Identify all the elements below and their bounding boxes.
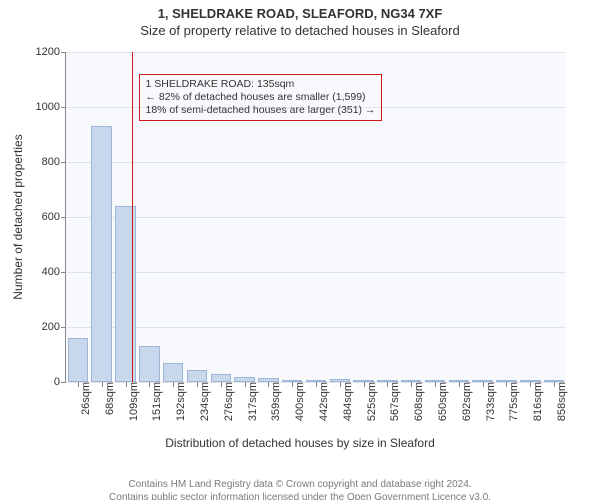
gridline — [66, 162, 566, 163]
x-tick-label: 858sqm — [554, 382, 568, 421]
annotation-line: 1 SHELDRAKE ROAD: 135sqm — [146, 78, 376, 91]
reference-line — [132, 52, 133, 382]
x-tick-label: 151sqm — [149, 382, 163, 421]
gridline — [66, 272, 566, 273]
x-tick-label: 400sqm — [292, 382, 306, 421]
annotation-box: 1 SHELDRAKE ROAD: 135sqm← 82% of detache… — [139, 74, 383, 121]
bar — [115, 206, 135, 382]
chart-container: 1, SHELDRAKE ROAD, SLEAFORD, NG34 7XF Si… — [0, 6, 600, 500]
x-tick-label: 733sqm — [483, 382, 497, 421]
x-tick-label: 775sqm — [506, 382, 520, 421]
bar — [68, 338, 88, 382]
plot-area: 1 SHELDRAKE ROAD: 135sqm← 82% of detache… — [65, 52, 566, 383]
x-tick-label: 567sqm — [387, 382, 401, 421]
x-tick-label: 650sqm — [435, 382, 449, 421]
y-tick-label: 200 — [42, 321, 66, 333]
x-axis-title: Distribution of detached houses by size … — [0, 436, 600, 450]
footer-line2: Contains public sector information licen… — [0, 492, 600, 500]
x-tick-label: 359sqm — [268, 382, 282, 421]
y-tick-label: 0 — [54, 376, 66, 388]
x-tick-label: 109sqm — [126, 382, 140, 421]
y-tick-label: 600 — [42, 211, 66, 223]
y-tick-label: 800 — [42, 156, 66, 168]
bar — [91, 126, 111, 382]
x-tick-label: 276sqm — [221, 382, 235, 421]
title-line1: 1, SHELDRAKE ROAD, SLEAFORD, NG34 7XF — [0, 6, 600, 21]
x-tick-label: 234sqm — [197, 382, 211, 421]
x-tick-label: 525sqm — [364, 382, 378, 421]
x-tick-label: 68sqm — [102, 382, 116, 415]
y-tick-label: 1200 — [36, 46, 66, 58]
x-tick-label: 192sqm — [173, 382, 187, 421]
bar — [139, 346, 159, 382]
gridline — [66, 217, 566, 218]
bar — [187, 370, 207, 382]
gridline — [66, 327, 566, 328]
bar — [163, 363, 183, 382]
x-tick-label: 442sqm — [316, 382, 330, 421]
x-tick-label: 816sqm — [530, 382, 544, 421]
y-tick-label: 400 — [42, 266, 66, 278]
x-tick-label: 317sqm — [245, 382, 259, 421]
annotation-line: 18% of semi-detached houses are larger (… — [146, 104, 376, 117]
title-line2: Size of property relative to detached ho… — [0, 23, 600, 38]
x-tick-label: 484sqm — [340, 382, 354, 421]
gridline — [66, 52, 566, 53]
x-tick-label: 692sqm — [459, 382, 473, 421]
bar — [211, 374, 231, 382]
y-tick-label: 1000 — [36, 101, 66, 113]
y-axis-title: Number of detached properties — [11, 134, 25, 299]
x-tick-label: 608sqm — [411, 382, 425, 421]
x-tick-label: 26sqm — [78, 382, 92, 415]
annotation-line: ← 82% of detached houses are smaller (1,… — [146, 91, 376, 104]
footer-line1: Contains HM Land Registry data © Crown c… — [0, 479, 600, 490]
